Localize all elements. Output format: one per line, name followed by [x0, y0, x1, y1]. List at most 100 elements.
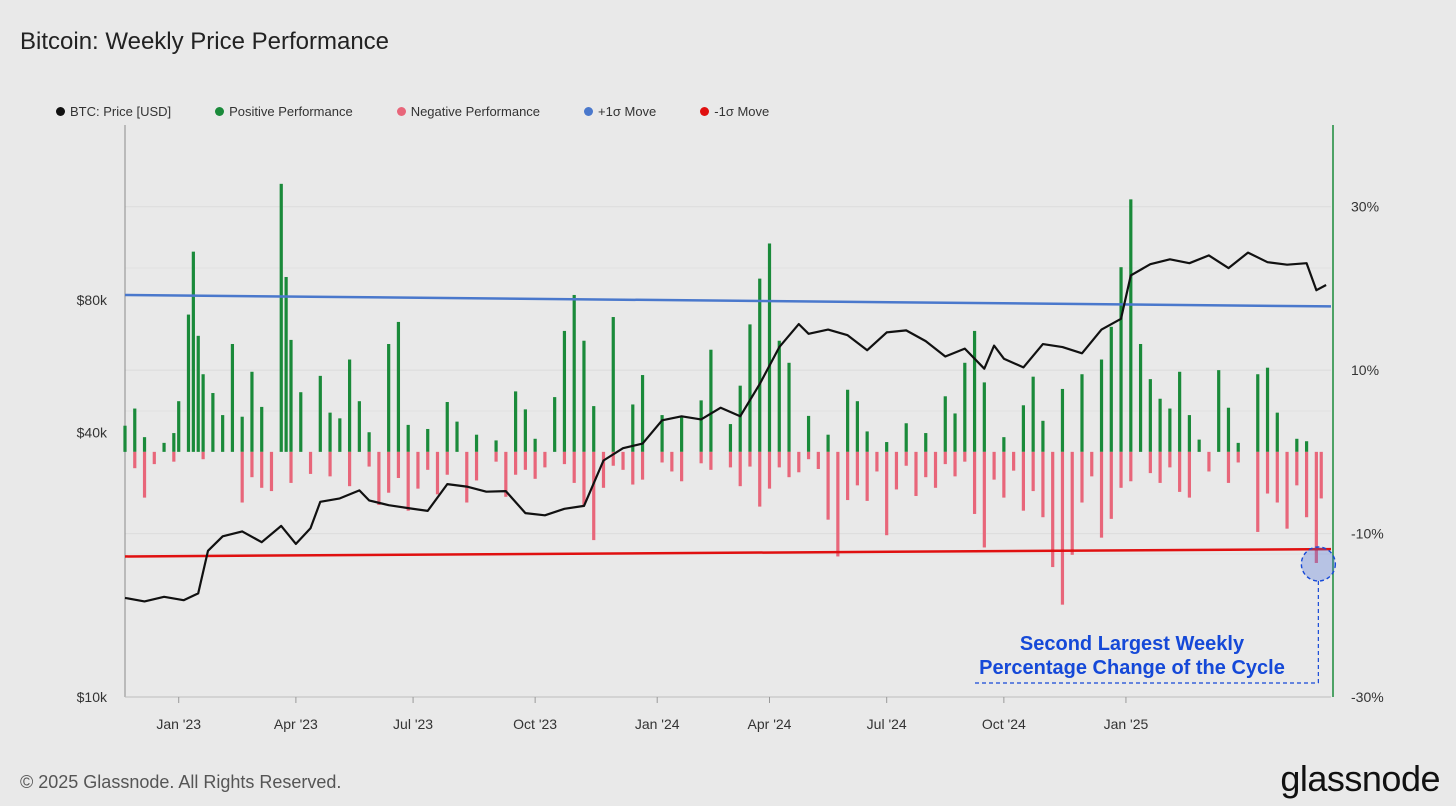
negative-bar-1	[142, 451, 147, 498]
negative-bar-74	[1021, 451, 1025, 511]
negative-bar-24	[494, 451, 498, 462]
negative-bar-17	[406, 451, 410, 511]
btc-price-line	[124, 251, 1327, 603]
negative-bar-12	[347, 451, 352, 487]
positive-bar-84	[1187, 415, 1192, 452]
negative-bar-72	[1002, 451, 1006, 498]
legend-item-minus-sigma[interactable]: -1σ Move	[700, 104, 769, 119]
x-tick-label-0: Jan '23	[156, 716, 201, 732]
negative-bar-68	[963, 451, 967, 462]
x-tick-label-8: Jan '25	[1104, 716, 1149, 732]
negative-bar-66	[943, 451, 947, 465]
negative-bar-77	[1051, 451, 1055, 568]
copyright-footer: © 2025 Glassnode. All Rights Reserved.	[20, 772, 342, 792]
positive-bar-76	[1109, 326, 1113, 452]
legend-item-plus-sigma[interactable]: +1σ Move	[584, 104, 656, 119]
positive-bar-27	[396, 321, 401, 452]
positive-bar-41	[592, 406, 596, 452]
negative-bar-49	[777, 451, 781, 468]
negative-bar-91	[1207, 451, 1211, 472]
negative-bar-101	[1319, 451, 1323, 499]
x-tick-label-6: Jul '24	[867, 716, 907, 732]
legend-item-price[interactable]: BTC: Price [USD]	[56, 104, 171, 119]
positive-bar-19	[299, 392, 303, 452]
left-tick-label-0: $10k	[77, 689, 108, 705]
positive-bar-72	[1041, 420, 1045, 452]
positive-bar-14	[250, 371, 254, 452]
negative-bar-42	[699, 451, 703, 464]
positive-bar-80	[1148, 379, 1152, 452]
negative-bar-9	[289, 451, 293, 483]
positive-bar-6	[186, 314, 191, 452]
negative-bar-100	[1314, 451, 1318, 563]
positive-bar-75	[1099, 359, 1104, 452]
positive-bar-74	[1080, 374, 1084, 452]
annotation-marker-circle	[1300, 546, 1337, 582]
chart-title: Bitcoin: Weekly Price Performance	[20, 28, 390, 55]
negative-bar-89	[1178, 451, 1182, 492]
positive-bar-60	[865, 431, 869, 452]
negative-bar-79	[1070, 451, 1074, 555]
negative-bar-56	[846, 451, 850, 501]
negative-bar-28	[533, 451, 537, 479]
negative-bar-92	[1226, 451, 1231, 483]
positive-bar-71	[1031, 376, 1035, 452]
negative-bar-43	[709, 451, 713, 470]
negative-bar-90	[1187, 451, 1192, 498]
positive-bar-69	[1002, 437, 1006, 452]
positive-bar-7	[191, 251, 195, 452]
negative-bar-3	[172, 451, 176, 462]
positive-bar-67	[972, 330, 977, 452]
positive-bar-46	[680, 417, 684, 452]
negative-bar-84	[1119, 451, 1123, 488]
positive-bar-63	[924, 433, 928, 452]
negative-bar-34	[601, 451, 606, 488]
annotation-line-2: Percentage Change of the Cycle	[979, 657, 1285, 679]
legend-item-negative[interactable]: Negative Performance	[396, 104, 541, 119]
positive-bar-40	[582, 340, 586, 452]
negative-bar-27	[523, 451, 527, 470]
negative-bar-76	[1041, 451, 1045, 518]
positive-bar-9	[201, 374, 205, 452]
negative-bar-29	[543, 451, 547, 468]
positive-bar-52	[758, 278, 762, 452]
negative-bar-0	[133, 451, 137, 469]
positive-bar-93	[1304, 441, 1309, 452]
negative-bar-62	[904, 451, 908, 466]
negative-bar-86	[1148, 451, 1152, 474]
negative-bar-38	[640, 451, 645, 480]
negative-bar-81	[1090, 451, 1094, 477]
positive-bar-78	[1129, 199, 1133, 452]
positive-bar-21	[328, 412, 332, 452]
negative-bar-94	[1256, 451, 1260, 532]
legend-label-negative: Negative Performance	[410, 104, 541, 119]
negative-bar-95	[1265, 451, 1270, 494]
legend-dot-minus-sigma	[700, 107, 710, 116]
negative-bar-8	[269, 451, 274, 492]
right-tick-label-2: -10%	[1351, 526, 1384, 542]
positive-bar-86	[1217, 370, 1221, 452]
negative-bar-54	[826, 451, 830, 520]
legend-dot-price	[56, 107, 65, 116]
legend-dot-negative	[396, 107, 406, 116]
positive-bar-42	[611, 317, 615, 452]
positive-bar-10	[211, 393, 215, 452]
positive-bar-22	[338, 418, 342, 452]
positive-bar-8	[196, 335, 200, 452]
negative-bar-59	[875, 451, 879, 472]
legend-item-positive[interactable]: Positive Performance	[215, 104, 353, 119]
negative-bar-48	[767, 451, 772, 489]
negative-bar-26	[514, 451, 518, 475]
positive-bar-38	[562, 330, 567, 452]
negative-bar-39	[660, 451, 664, 463]
negative-bar-61	[894, 451, 899, 490]
x-tick-label-4: Jan '24	[635, 716, 680, 732]
positive-bar-81	[1158, 398, 1162, 452]
negative-bar-32	[582, 451, 586, 505]
positive-bar-45	[660, 415, 664, 452]
positive-bar-56	[806, 415, 811, 452]
positive-bar-62	[904, 423, 908, 452]
positive-bar-90	[1265, 367, 1270, 452]
negative-bar-93	[1236, 451, 1240, 463]
